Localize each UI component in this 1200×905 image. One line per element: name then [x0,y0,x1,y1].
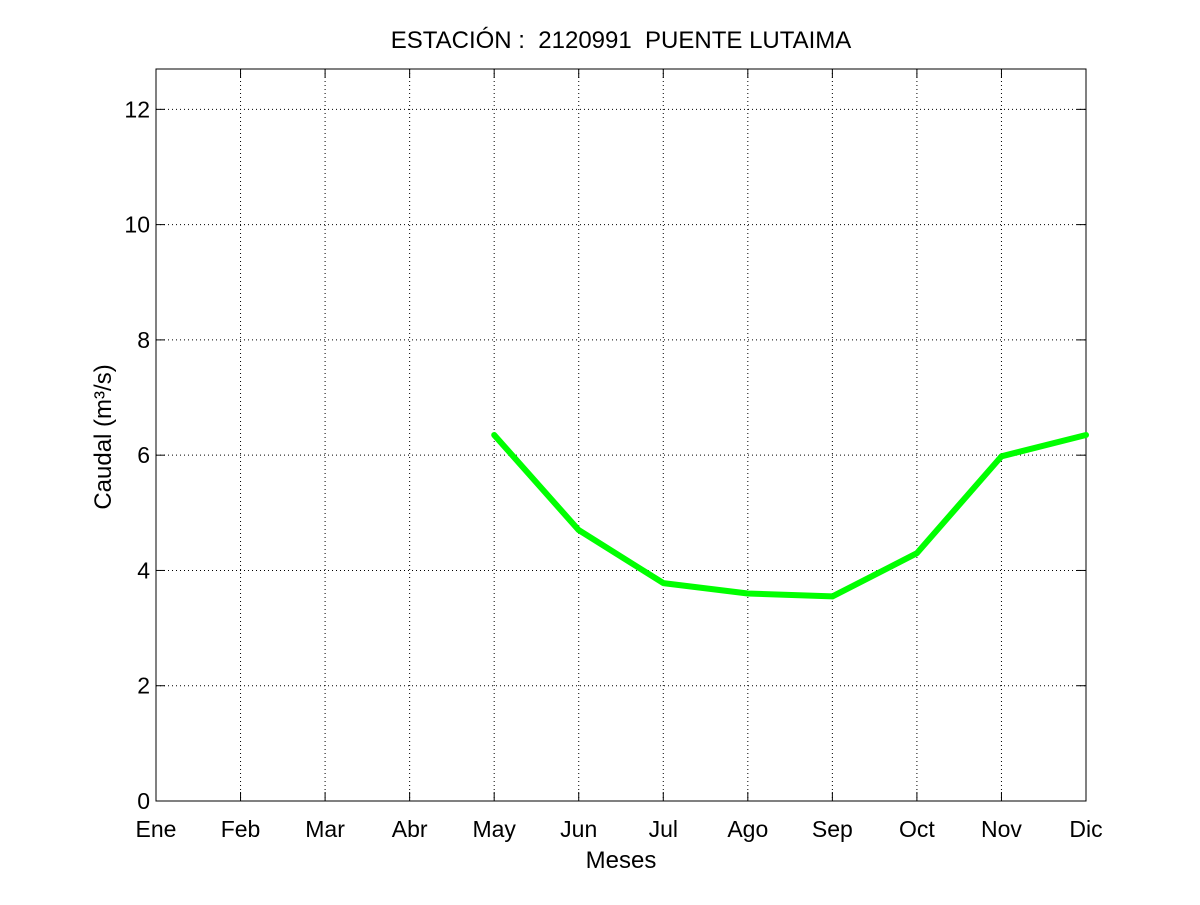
y-tick-labels: 0 2 4 6 8 10 12 [124,96,150,814]
x-tick-label: Oct [899,816,935,842]
series-layer [491,432,1089,600]
x-tick-labels: Ene Feb Mar Abr May Jun Jul Ago Sep Oct Nov Dic [136,816,1103,842]
grid-lines [156,69,1086,801]
y-tick-label: 0 [137,788,150,814]
y-tick-label: 4 [137,557,150,583]
x-tick-label: Nov [981,816,1022,842]
y-axis-label: Caudal (m³/s) [90,364,117,509]
y-tick-label: 10 [124,212,150,238]
x-tick-label: Ago [727,816,768,842]
x-tick-label: Jun [560,816,597,842]
x-tick-label: Ene [136,816,177,842]
series-line [491,432,1089,600]
x-tick-label: Dic [1069,816,1102,842]
x-tick-label: Mar [305,816,345,842]
x-tick-label: Sep [812,816,853,842]
y-tick-label: 12 [124,96,150,122]
y-tick-label: 6 [137,442,150,468]
y-tick-label: 2 [137,673,150,699]
x-tick-label: May [472,816,516,842]
y-tick-label: 8 [137,327,150,353]
x-tick-label: Jul [649,816,678,842]
x-tick-label: Abr [392,816,428,842]
x-axis-label: Meses [586,847,657,874]
x-tick-label: Feb [221,816,261,842]
chart-title: ESTACIÓN : 2120991 PUENTE LUTAIMA [391,27,852,54]
